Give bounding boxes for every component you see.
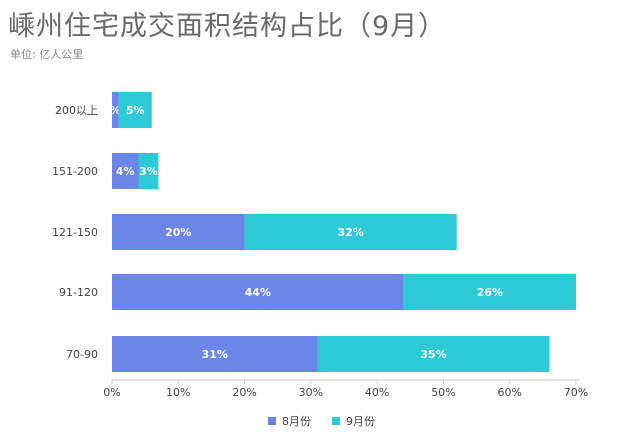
y-axis-labels: 200以上 151-200 121-150 91-120 70-90 (52, 104, 98, 361)
x-tick-label: 40% (365, 386, 389, 399)
bar-segment (112, 153, 139, 189)
bar-value-label: 3% (139, 165, 158, 178)
bar-segment (403, 274, 576, 310)
bar-segment (112, 92, 119, 128)
bar-segment (138, 153, 159, 189)
bar-segment (112, 214, 245, 250)
chart-title: 嵊州住宅成交面积结构占比（9月） (8, 11, 447, 42)
bar-segment (118, 92, 152, 128)
x-tick-label: 60% (497, 386, 521, 399)
bar-segment (112, 336, 318, 372)
x-tick-label: 0% (103, 386, 120, 399)
x-tick-label: 70% (564, 386, 588, 399)
legend-label: 9月份 (346, 415, 375, 428)
x-tick-label: 50% (431, 386, 455, 399)
y-tick-label: 91-120 (59, 286, 98, 299)
x-axis-ticks: 0% 10% 20% 30% 40% 50% 60% 70% (103, 380, 588, 399)
bar-value-label: 32% (337, 226, 363, 239)
x-tick-label: 20% (232, 386, 256, 399)
bar-value-label: 44% (245, 286, 271, 299)
x-tick-label: 30% (299, 386, 323, 399)
legend-swatch (268, 417, 276, 425)
bar-segment (317, 336, 550, 372)
bar-value-label: 31% (202, 348, 228, 361)
bar-value-label: 20% (165, 226, 191, 239)
legend: 8月份 9月份 (268, 415, 375, 428)
legend-label: 8月份 (282, 415, 311, 428)
bar-value-label: 35% (420, 348, 446, 361)
bar-value-label: 5% (126, 104, 145, 117)
bar-value-label: 26% (477, 286, 503, 299)
y-tick-label: 121-150 (52, 226, 98, 239)
bar-segment (244, 214, 457, 250)
y-tick-label: 70-90 (66, 348, 98, 361)
legend-swatch (332, 417, 340, 425)
bar-value-label: 4% (116, 165, 135, 178)
y-tick-label: 151-200 (52, 165, 98, 178)
y-tick-label: 200以上 (55, 104, 98, 117)
chart-subtitle: 单位: 亿人公里 (10, 48, 84, 61)
bar-segment (112, 274, 404, 310)
bar-value-label: % (110, 104, 121, 117)
x-tick-label: 10% (166, 386, 190, 399)
bars-group: % 5% 4% 3% 20% 32% 44% 26% 31% 35% (110, 92, 576, 372)
